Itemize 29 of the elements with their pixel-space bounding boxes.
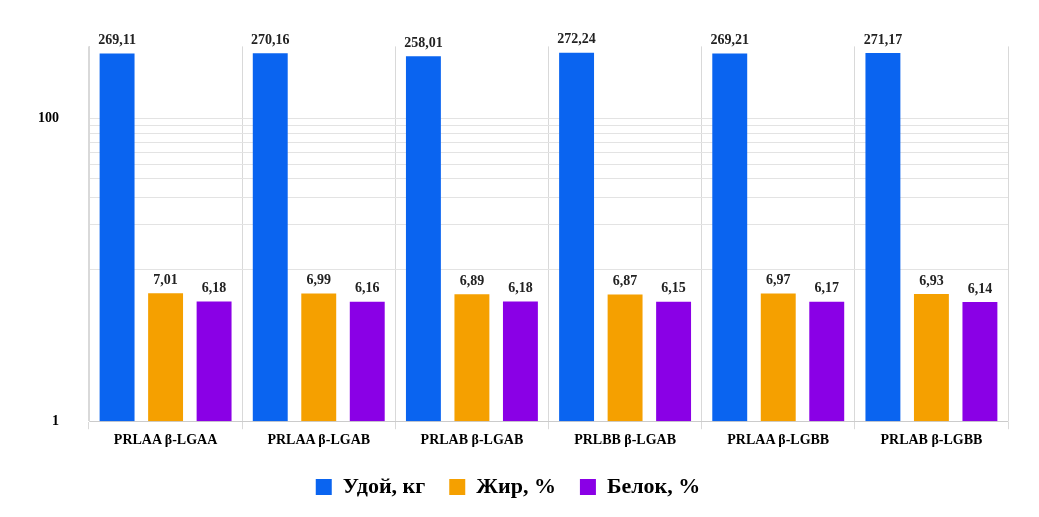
x-tick-label: PRLAA β-LGAB	[267, 432, 371, 448]
data-label: 272,24	[557, 31, 596, 47]
data-label: 6,14	[967, 280, 993, 296]
x-tick-label: PRLAA β-LGBB	[727, 432, 830, 448]
legend-label: Жир, %	[476, 472, 556, 498]
legend-label: Удой, кг	[342, 472, 426, 498]
data-label: 6,17	[814, 280, 839, 296]
y-tick-label: 100	[38, 110, 59, 126]
data-label: 6,18	[508, 280, 533, 296]
data-label: 271,17	[863, 31, 903, 47]
y-tick-label: 1	[52, 412, 59, 428]
data-label: 6,89	[459, 272, 485, 288]
x-tick-label: PRLAB β-LGBB	[880, 432, 983, 448]
x-tick-label: PRLBB β-LGAB	[574, 432, 677, 448]
data-label: 269,11	[98, 32, 136, 48]
x-tick-label: PRLAB β-LGAB	[420, 432, 524, 448]
data-label: 6,99	[306, 272, 331, 288]
data-label: 270,16	[251, 31, 290, 47]
data-label: 6,87	[612, 273, 638, 289]
legend-label: Белок, %	[606, 472, 701, 498]
data-label: 7,01	[153, 271, 178, 287]
data-label: 6,18	[201, 280, 227, 296]
data-label: 258,01	[404, 34, 443, 50]
data-label: 6,15	[661, 280, 686, 296]
x-tick-label: PRLAA β-LGAA	[113, 432, 219, 448]
data-label: 6,93	[919, 272, 944, 288]
data-label: 269,21	[710, 32, 749, 48]
data-label: 6,16	[355, 280, 380, 296]
data-label: 6,97	[766, 272, 791, 288]
